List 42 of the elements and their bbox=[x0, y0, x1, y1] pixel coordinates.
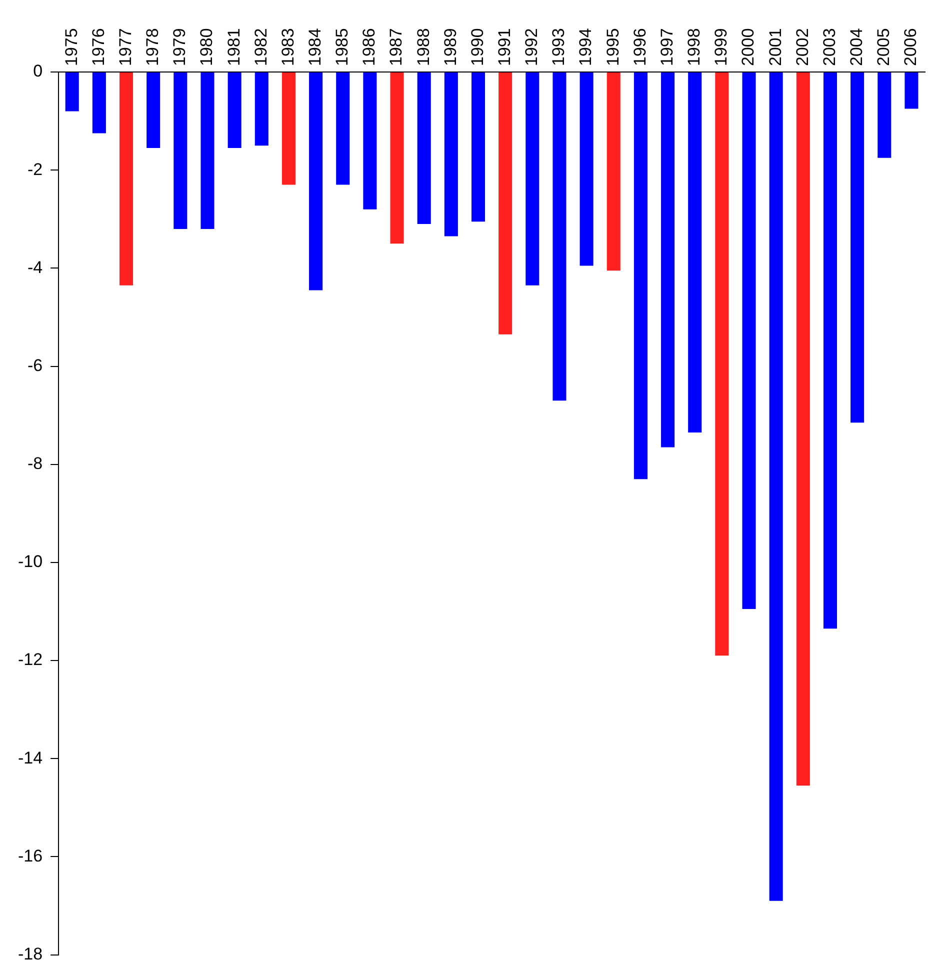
y-tick-label: -16 bbox=[18, 846, 43, 866]
x-tick-label: 1982 bbox=[251, 28, 270, 66]
x-tick-label: 1983 bbox=[278, 28, 298, 66]
y-tick-label: -12 bbox=[18, 650, 43, 670]
x-tick-label: 1986 bbox=[360, 28, 379, 66]
x-tick-label: 1977 bbox=[116, 28, 135, 66]
x-tick-label: 1976 bbox=[88, 28, 108, 66]
x-tick-label: 1980 bbox=[197, 28, 216, 66]
y-tick-label: -2 bbox=[27, 160, 43, 179]
x-tick-label: 2000 bbox=[738, 28, 758, 66]
y-tick-label: -8 bbox=[27, 454, 43, 474]
x-tick-label: 1998 bbox=[684, 28, 704, 66]
x-tick-label: 2003 bbox=[820, 28, 839, 66]
x-tick-label: 2006 bbox=[901, 28, 920, 66]
x-tick-label: 1985 bbox=[332, 28, 352, 66]
x-tick-label: 1978 bbox=[143, 28, 162, 66]
y-tick-label: -10 bbox=[18, 552, 43, 572]
y-tick-label: -6 bbox=[27, 356, 43, 375]
y-tick-label: -14 bbox=[18, 748, 43, 768]
x-tick-label: 1997 bbox=[657, 28, 676, 66]
x-tick-label: 1989 bbox=[440, 28, 460, 66]
x-tick-label: 1992 bbox=[522, 28, 542, 66]
y-tick-label: -4 bbox=[27, 258, 43, 277]
x-tick-label: 1988 bbox=[414, 28, 433, 66]
x-tick-label: 1991 bbox=[495, 28, 514, 66]
x-tick-label: 1995 bbox=[603, 28, 622, 66]
x-tick-label: 1996 bbox=[630, 28, 650, 66]
x-tick-label: 1987 bbox=[386, 28, 406, 66]
x-tick-label: 2005 bbox=[874, 28, 894, 66]
x-tick-label: 1975 bbox=[62, 28, 81, 66]
x-tick-label: 1979 bbox=[170, 28, 190, 66]
x-tick-label: 1999 bbox=[712, 28, 731, 66]
y-tick-label: -18 bbox=[18, 944, 43, 964]
x-tick-label: 2002 bbox=[792, 28, 812, 66]
x-tick-label: 1984 bbox=[305, 28, 324, 66]
x-tick-label: 2001 bbox=[766, 28, 785, 66]
y-tick-label: 0 bbox=[33, 62, 43, 81]
x-tick-label: 1990 bbox=[468, 28, 487, 66]
x-tick-label: 1993 bbox=[549, 28, 568, 66]
x-tick-label: 1981 bbox=[224, 28, 244, 66]
x-tick-label: 1994 bbox=[576, 28, 596, 66]
x-tick-label: 2004 bbox=[847, 28, 866, 66]
